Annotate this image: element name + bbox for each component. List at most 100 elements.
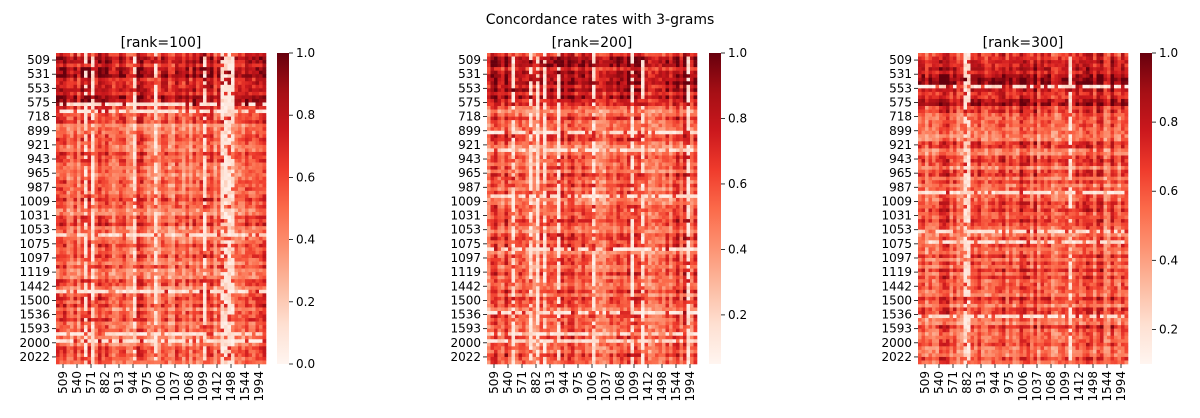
heatmap-cell <box>140 300 144 305</box>
heatmap-cell <box>140 282 144 287</box>
heatmap-cell <box>203 95 207 100</box>
heatmap-cell <box>157 236 162 241</box>
heatmap-cell <box>115 261 120 266</box>
heatmap-cell <box>105 141 109 146</box>
heatmap-cell <box>112 247 116 252</box>
heatmap-cell <box>140 120 144 124</box>
heatmap-cell <box>203 162 207 167</box>
heatmap-cell <box>66 169 71 174</box>
heatmap-cell <box>238 219 242 223</box>
heatmap-cell <box>196 296 200 301</box>
heatmap-cell <box>63 95 67 100</box>
heatmap-cell <box>241 208 246 213</box>
heatmap-cell <box>182 70 186 75</box>
heatmap-cell <box>196 204 200 209</box>
heatmap-cell <box>122 219 127 223</box>
heatmap-cell <box>147 120 151 124</box>
heatmap-cell <box>171 250 176 255</box>
heatmap-cell <box>206 243 211 248</box>
heatmap-cell <box>122 77 127 82</box>
heatmap-cell <box>189 222 193 227</box>
heatmap-cell <box>112 268 116 273</box>
heatmap-cell <box>94 282 99 287</box>
heatmap-cell <box>112 254 116 259</box>
heatmap-cell <box>168 257 172 262</box>
heatmap-cell <box>259 130 263 135</box>
heatmap-cell <box>147 282 151 287</box>
heatmap-cell <box>147 84 151 89</box>
heatmap-cell <box>56 194 60 199</box>
heatmap-cell <box>77 201 81 206</box>
heatmap-cell <box>241 314 246 319</box>
heatmap-cell <box>63 116 67 121</box>
heatmap-cell <box>196 148 200 153</box>
heatmap-cell <box>217 183 221 188</box>
heatmap-cell <box>108 162 113 167</box>
heatmap-cell <box>101 113 106 117</box>
heatmap-cell <box>154 106 158 110</box>
heatmap-cell <box>101 222 106 227</box>
heatmap-cell <box>129 222 134 227</box>
heatmap-cell <box>150 219 155 223</box>
heatmap-cell <box>80 109 85 114</box>
heatmap-cell <box>252 282 256 287</box>
heatmap-cell <box>175 296 179 301</box>
heatmap-cell <box>112 70 116 75</box>
heatmap-cell <box>224 243 228 248</box>
heatmap-cell <box>133 173 137 177</box>
heatmap-cell <box>248 328 253 333</box>
heatmap-cell <box>231 339 235 344</box>
heatmap-cell <box>56 63 60 68</box>
heatmap-cell <box>220 197 225 202</box>
heatmap-cell <box>213 332 218 337</box>
heatmap-cell <box>171 127 176 132</box>
heatmap-cell <box>101 84 106 89</box>
heatmap-cell <box>157 173 162 177</box>
heatmap-cell <box>143 204 148 209</box>
heatmap-cell <box>157 169 162 174</box>
heatmap-cell <box>252 300 256 305</box>
heatmap-cell <box>178 332 183 337</box>
heatmap-cell <box>178 81 183 86</box>
heatmap-cell <box>161 300 165 305</box>
heatmap-cell <box>98 77 102 82</box>
heatmap-cell <box>119 229 123 234</box>
heatmap-cell <box>175 321 179 326</box>
heatmap-cell <box>164 74 169 79</box>
heatmap-cell <box>182 286 186 291</box>
heatmap-cell <box>241 282 246 287</box>
heatmap-cell <box>217 180 221 185</box>
heatmap-cell <box>66 84 71 89</box>
heatmap-cell <box>220 91 225 96</box>
heatmap-cell <box>108 250 113 255</box>
heatmap-cell <box>126 265 130 269</box>
heatmap-cell <box>80 187 85 192</box>
heatmap-cell <box>220 279 225 284</box>
heatmap-cell <box>259 310 263 315</box>
heatmap-cell <box>164 268 169 273</box>
heatmap-cell <box>101 233 106 238</box>
heatmap-cell <box>70 197 74 202</box>
heatmap-cell <box>231 268 235 273</box>
heatmap-cell <box>217 300 221 305</box>
heatmap-cell <box>105 60 109 64</box>
heatmap-cell <box>210 127 214 132</box>
heatmap-cell <box>206 141 211 146</box>
heatmap-cell <box>84 120 88 124</box>
heatmap-cell <box>150 127 155 132</box>
heatmap-cell <box>84 240 88 245</box>
heatmap-cell <box>168 310 172 315</box>
heatmap-cell <box>105 296 109 301</box>
heatmap-cell <box>262 123 267 128</box>
heatmap-cell <box>255 130 260 135</box>
heatmap-cell <box>73 325 78 329</box>
heatmap-cell <box>56 293 60 298</box>
heatmap-cell <box>115 300 120 305</box>
heatmap-cell <box>84 289 88 294</box>
heatmap-cell <box>227 120 232 124</box>
heatmap-cell <box>122 95 127 100</box>
heatmap-cell <box>154 151 158 156</box>
heatmap-cell <box>126 155 130 160</box>
heatmap-cell <box>234 144 239 149</box>
heatmap-cell <box>189 106 193 110</box>
